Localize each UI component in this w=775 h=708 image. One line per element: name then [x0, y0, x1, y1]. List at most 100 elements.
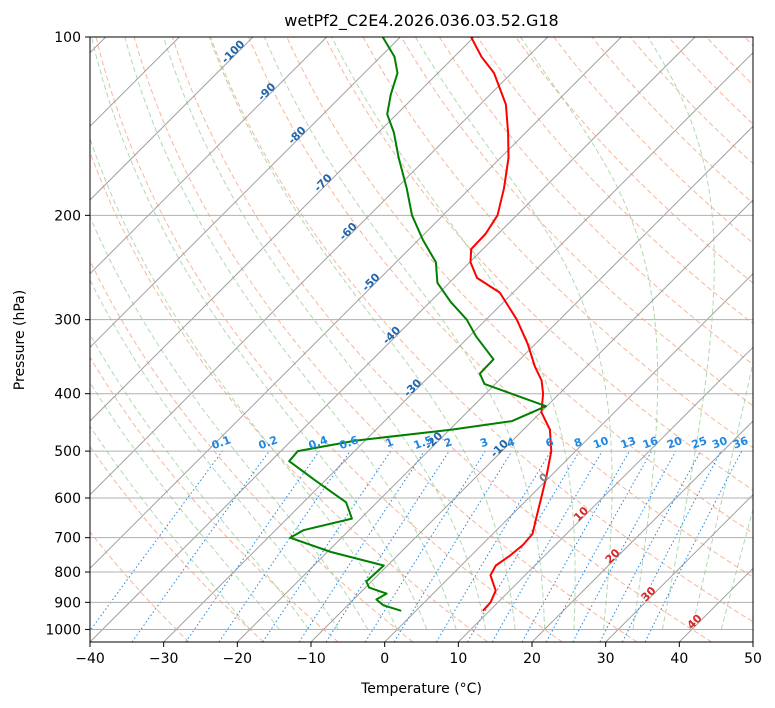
isotherm-line: [90, 37, 475, 422]
dry-adiabat-line: [171, 37, 712, 642]
x-axis-ticks: −40 −30 −20 −10 0 10 20 30 40 50: [75, 642, 762, 667]
dry-adiabat-line: [362, 37, 753, 449]
y-tick-label: 200: [54, 208, 81, 224]
mixing-ratio-line: [218, 450, 351, 642]
dry-adiabat-line: [591, 37, 753, 204]
isotherm-label: -30: [401, 376, 424, 399]
x-tick-label: 10: [449, 651, 467, 667]
isotherm-label: -70: [312, 171, 335, 194]
isotherm-line: [90, 37, 622, 570]
isotherm-line: [90, 37, 401, 349]
mixing-ratio-line: [545, 450, 653, 642]
mixing-ratio-line: [435, 450, 552, 642]
x-tick-label: −10: [296, 651, 326, 667]
isotherm-line: [531, 420, 753, 642]
dry-adiabat-line: [706, 37, 753, 86]
pressure-gridlines: [90, 214, 753, 630]
y-tick-label: 800: [54, 565, 81, 581]
isotherm-line: [90, 37, 328, 275]
mixing-ratio-label: 25: [690, 434, 709, 451]
temperature-profile-line: [469, 37, 553, 612]
dry-adiabat-line: [744, 37, 753, 47]
mixing-ratio-label: 10: [591, 434, 610, 452]
dry-adiabat-line: [438, 37, 753, 366]
dry-adiabat-line: [248, 37, 753, 578]
isotherm-label: -90: [255, 80, 278, 103]
mixing-ratio-label: 16: [641, 434, 660, 452]
mixing-ratio-label: 0.4: [307, 433, 330, 452]
mixing-ratio-label: 13: [619, 434, 638, 451]
dry-adiabat-line: [95, 37, 563, 642]
dewpoint-profile-line: [288, 37, 547, 612]
mixing-ratio-line: [131, 450, 270, 642]
moist-adiabat-line: [90, 278, 339, 630]
dry-adiabat-line: [90, 445, 264, 642]
mixing-ratio-line: [393, 450, 513, 642]
y-tick-label: 900: [54, 595, 81, 611]
isotherm-label: 10: [571, 504, 591, 524]
background-line-labels: -100-90-80-70-60-50-40-30-20 -10010203040…: [210, 37, 751, 631]
dry-adiabat-line: [286, 37, 753, 534]
chart-title: wetPf2_C2E4.2026.036.03.52.G18: [284, 11, 558, 31]
mixing-ratio-label: 6: [544, 435, 556, 450]
dry-adiabat-line: [515, 37, 753, 284]
profile-lines: [288, 37, 553, 612]
mixing-ratio-line: [599, 450, 701, 642]
isotherm-line: [605, 493, 753, 642]
mixing-ratio-label: 2: [442, 435, 454, 450]
y-axis-ticks: 100 200 300 400 500 600 700 800 900 1000: [45, 30, 90, 638]
y-tick-label: 1000: [45, 622, 81, 638]
mixing-ratio-label: 1.5: [412, 433, 435, 452]
dry-adiabat-line: [553, 37, 753, 244]
moist-adiabat-line: [720, 507, 753, 630]
y-tick-label: 300: [54, 313, 81, 329]
isotherm-label: -50: [359, 270, 382, 293]
moist-adiabat-line: [124, 37, 457, 630]
mixing-ratio-line: [572, 450, 677, 642]
dry-adiabat-line: [90, 356, 339, 642]
x-tick-label: −40: [75, 651, 105, 667]
moist-adiabat-line: [90, 425, 251, 630]
mixing-ratio-label: 8: [572, 435, 584, 450]
dry-adiabat-line: [210, 37, 753, 623]
isotherm-line: [90, 37, 254, 201]
y-tick-label: 100: [54, 30, 81, 46]
dry-adiabat-line: [133, 37, 638, 642]
mixing-ratio-line: [185, 450, 320, 642]
mixing-ratio-line: [90, 450, 223, 632]
moist-adiabat-line: [90, 215, 369, 630]
mixing-ratio-label: 30: [710, 434, 729, 452]
isotherm-label: 40: [685, 611, 705, 631]
mixing-ratio-label: 20: [665, 434, 684, 452]
mixing-ratio-label: 4: [505, 435, 517, 450]
isotherm-line: [752, 641, 753, 642]
isotherm-label: -40: [380, 324, 403, 347]
x-tick-label: 30: [597, 651, 615, 667]
x-axis-label: Temperature (°C): [360, 681, 482, 697]
x-tick-label: 0: [380, 651, 389, 667]
isotherm-label: -80: [285, 124, 308, 147]
x-tick-label: 40: [670, 651, 688, 667]
dry-adiabat-line: [90, 150, 488, 642]
dry-adiabat-line: [477, 37, 753, 325]
mixing-ratio-label: 0.2: [257, 433, 280, 452]
x-tick-label: −20: [223, 651, 253, 667]
isotherm-line: [384, 272, 753, 642]
mixing-ratio-label: 36: [731, 434, 750, 452]
isotherm-label: -100: [219, 37, 248, 66]
isotherm-label: -60: [337, 220, 360, 243]
mixing-ratio-line: [467, 450, 580, 642]
moist-adiabat-line: [691, 359, 753, 630]
moist-adiabat-line: [520, 37, 659, 630]
mixing-ratio-line: [521, 450, 630, 642]
dry-adiabat-line: [90, 531, 190, 642]
moist-adiabat-line: [647, 37, 715, 630]
isotherm-label: 20: [603, 546, 623, 566]
moist-adiabat-line: [90, 137, 398, 630]
moist-adiabat-line: [415, 37, 613, 630]
y-tick-label: 400: [54, 387, 81, 403]
isotherm-line: [90, 37, 696, 642]
mixing-ratio-line: [491, 450, 603, 642]
y-axis-label: Pressure (hPa): [12, 290, 28, 390]
